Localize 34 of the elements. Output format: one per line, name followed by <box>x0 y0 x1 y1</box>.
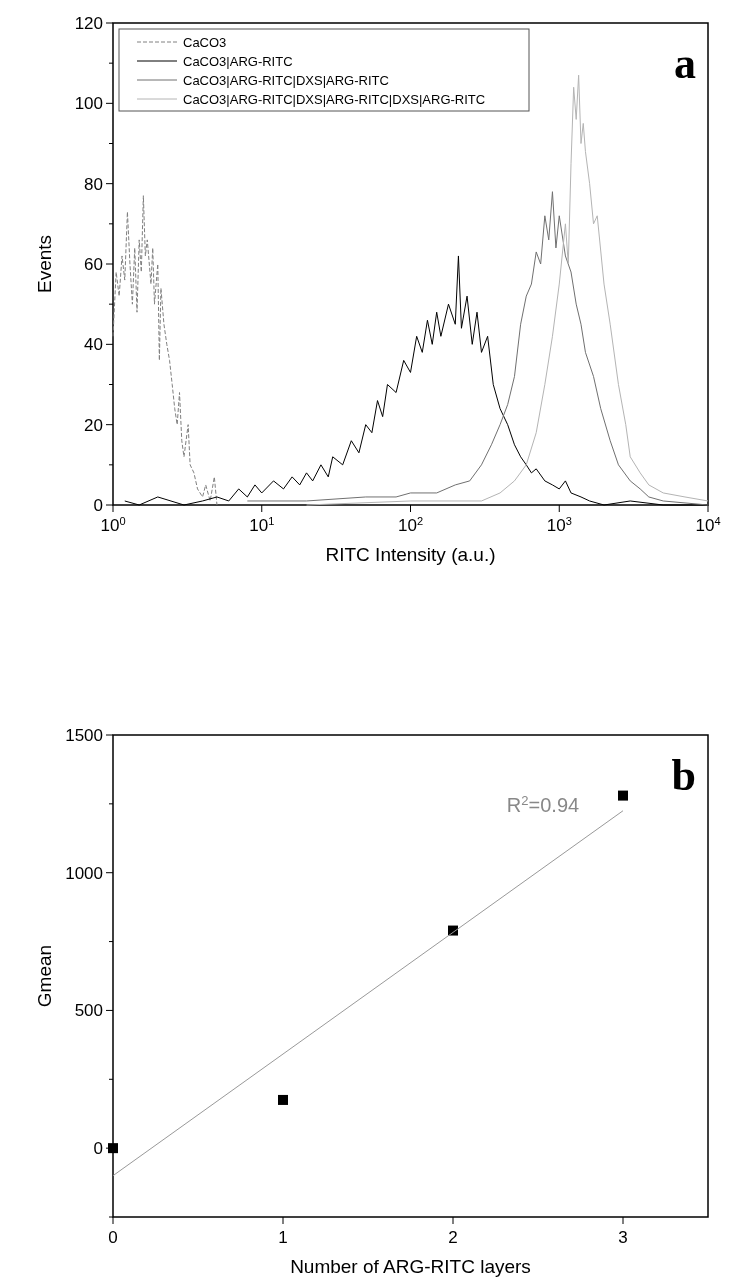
x-tick-label: 0 <box>108 1228 118 1247</box>
x-tick-label: 10$^{1}$ <box>249 515 275 535</box>
annotation: R$^{2}$=0.94 <box>506 792 580 816</box>
legend-label: CaCO3|ARG-RITC|DXS|ARG-RITC <box>183 73 389 88</box>
x-tick-label: 10$^{2}$ <box>397 515 424 535</box>
x-tick-label: 1 <box>278 1228 288 1247</box>
y-tick-label: 60 <box>84 255 103 274</box>
point <box>618 790 628 801</box>
x-tick-label: 10$^{4}$ <box>695 515 721 535</box>
y-tick-label: 100 <box>74 94 103 114</box>
annotation: a <box>674 39 696 88</box>
x-axis-title: RITC Intensity (a.u.) <box>325 544 496 565</box>
y-tick-label: 1000 <box>65 863 103 883</box>
x-tick-label: 2 <box>448 1228 458 1247</box>
legend-label: CaCO3 <box>183 35 227 50</box>
y-axis-title: Events <box>34 234 55 294</box>
y-tick-label: 40 <box>84 335 103 355</box>
x-tick-label: 10$^{0}$ <box>100 515 126 535</box>
x-axis-title: Number of ARG-RITC layers <box>290 1256 531 1277</box>
point <box>278 1094 288 1105</box>
y-axis-title: Gmean <box>34 944 55 1008</box>
y-tick-label: 0 <box>93 496 103 515</box>
x-tick-label: 3 <box>618 1228 628 1247</box>
y-tick-label: 0 <box>93 1139 103 1159</box>
legend-label: CaCO3|ARG-RITC <box>183 54 293 69</box>
annotation: b <box>671 751 696 800</box>
y-tick-label: 1500 <box>65 726 103 745</box>
y-tick-label: 500 <box>74 1001 103 1021</box>
y-tick-label: 20 <box>84 415 103 435</box>
legend-label: CaCO3|ARG-RITC|DXS|ARG-RITC|DXS|ARG-RITC <box>183 92 486 107</box>
point <box>108 1143 118 1154</box>
y-tick-label: 80 <box>84 174 103 194</box>
x-tick-label: 10$^{3}$ <box>546 515 572 535</box>
y-tick-label: 120 <box>74 14 103 33</box>
